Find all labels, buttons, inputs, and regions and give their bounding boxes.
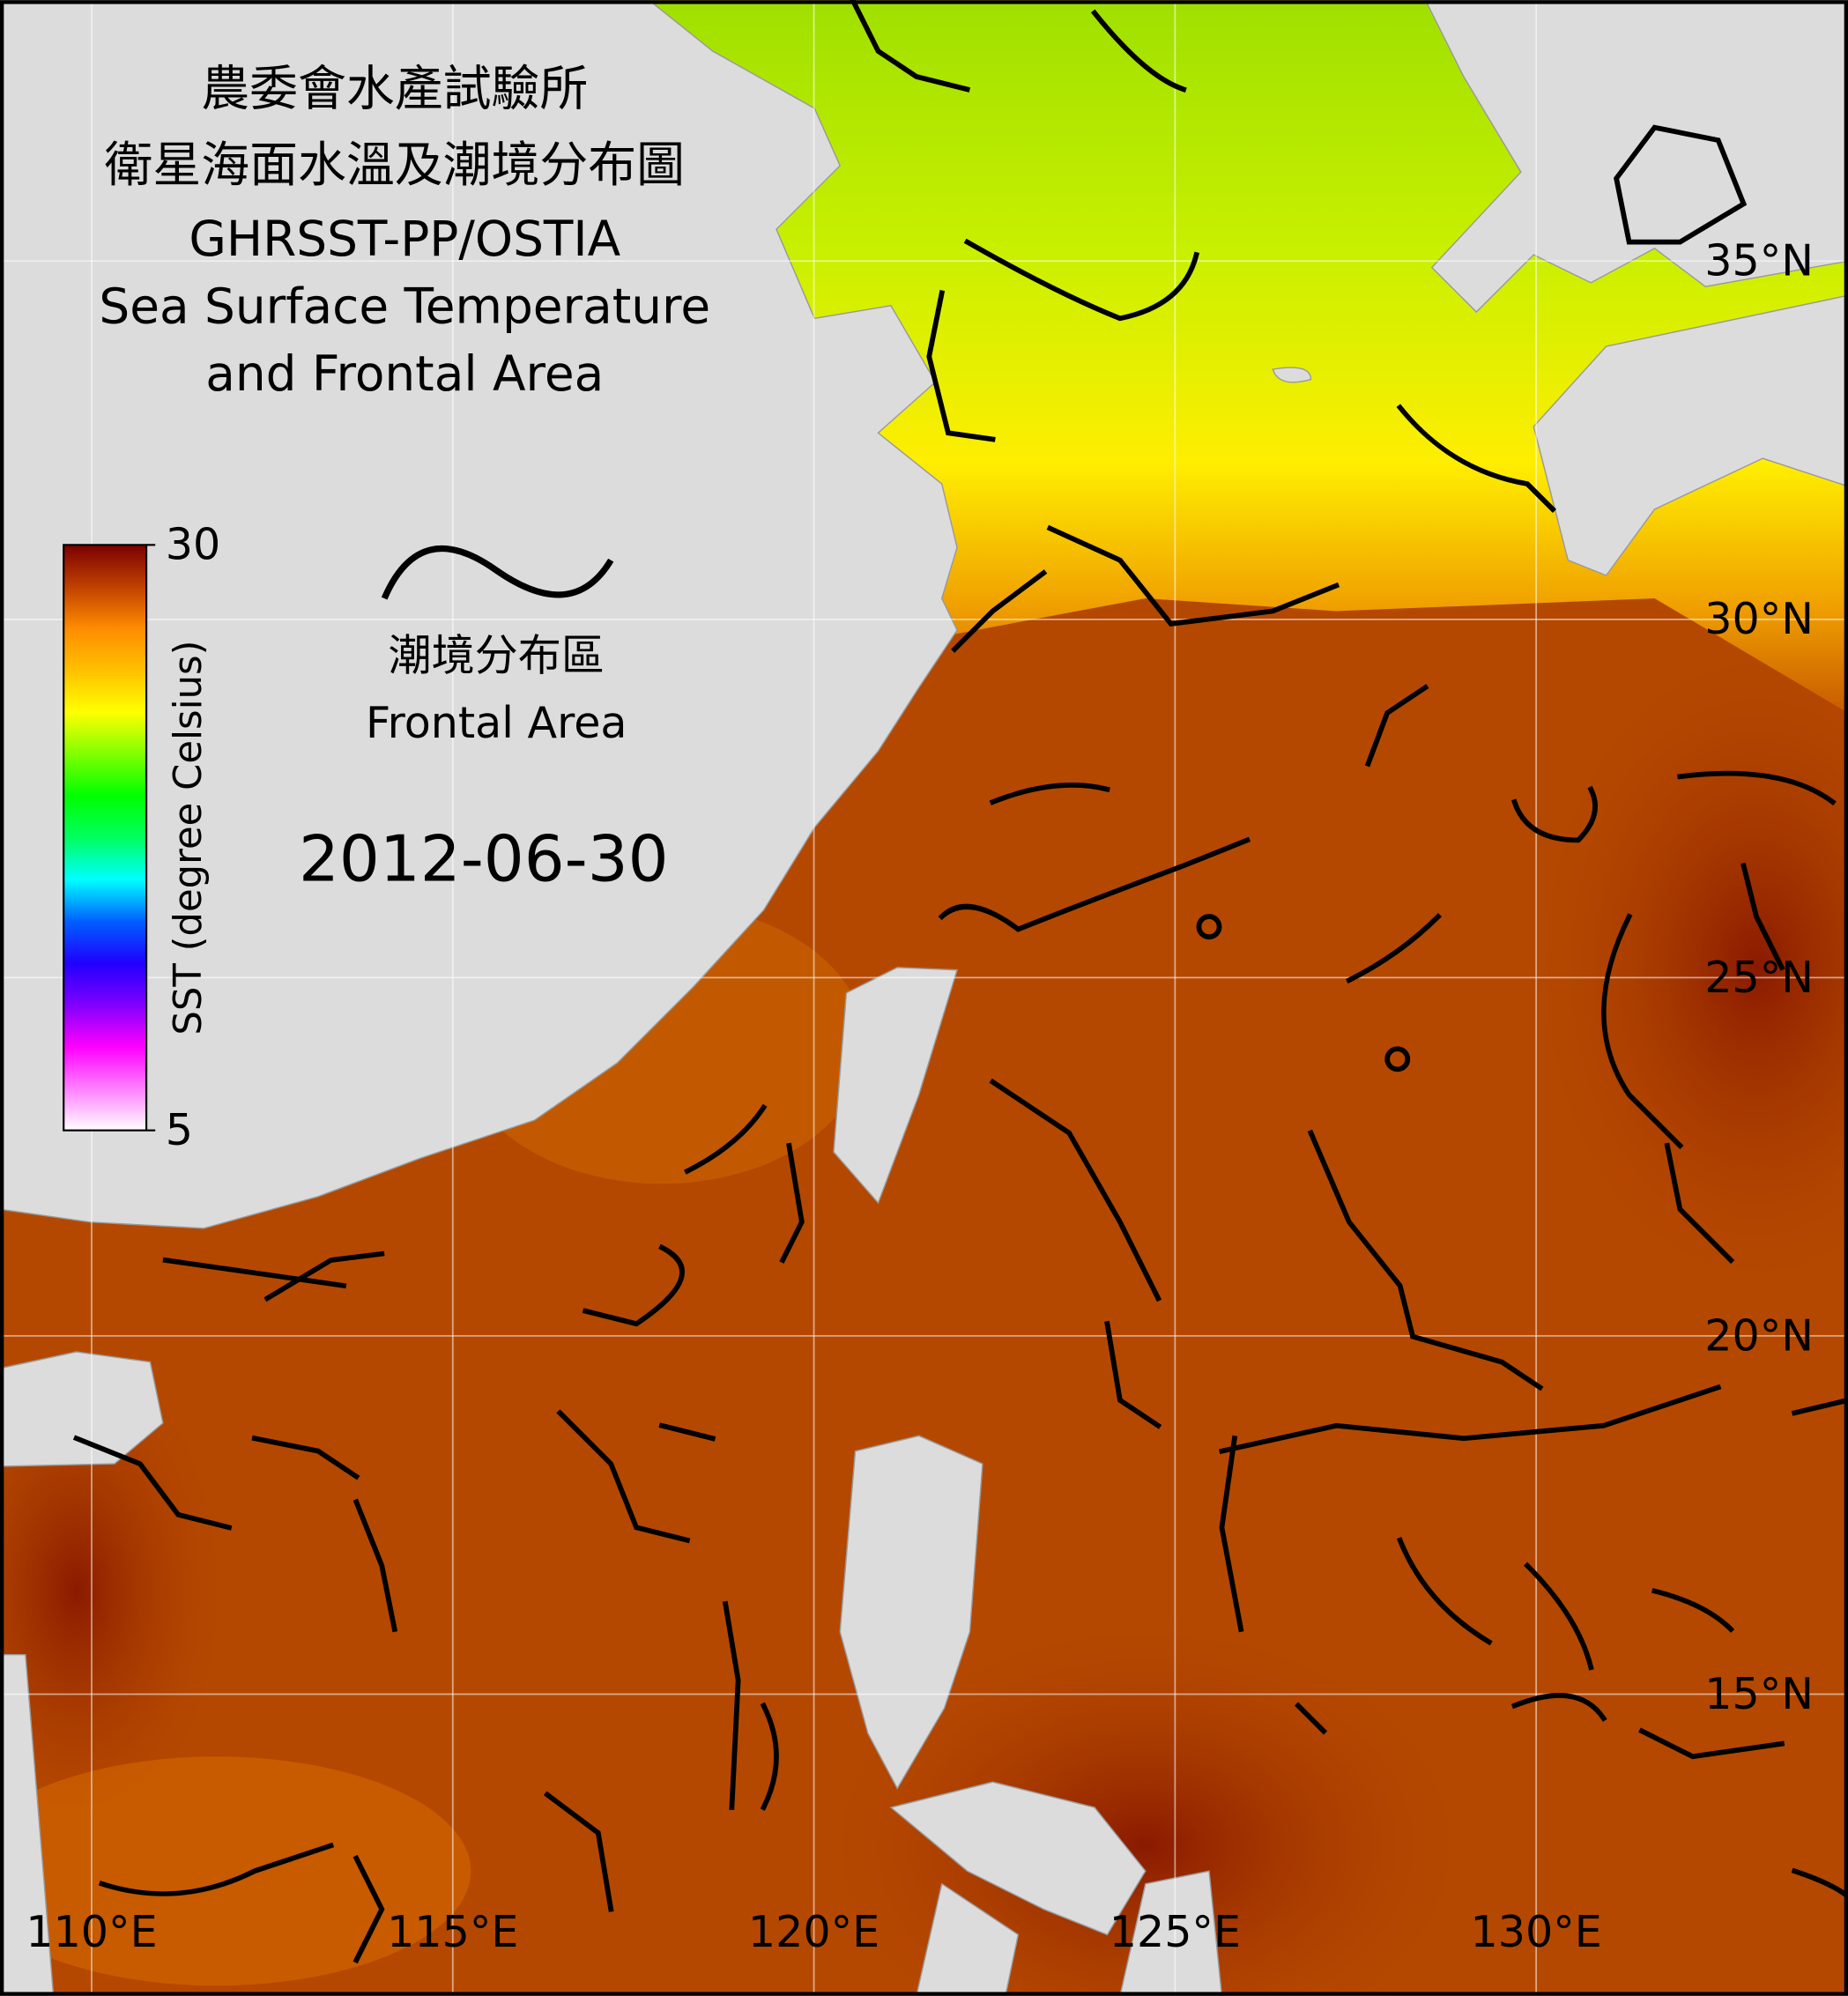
title-box: 農委會水產試驗所 衛星海面水溫及潮境分布圖 GHRSST-PP/OSTIA Se… <box>99 60 710 402</box>
longitude-label: 115°E <box>387 1906 518 1957</box>
latitude-label: 15°N <box>1704 1668 1814 1719</box>
fronts <box>72 0 1848 1964</box>
title-line: Sea Surface Temperature <box>99 278 710 334</box>
title-line: 衛星海面水溫及潮境分布圖 <box>104 137 685 193</box>
legend-label: Frontal Area <box>366 697 627 748</box>
legend-label: 潮境分布區 <box>389 629 605 680</box>
latitude-label: 30°N <box>1704 593 1814 644</box>
legend: 潮境分布區 Frontal Area <box>366 545 627 748</box>
colorbar-tick-label: 30 <box>166 519 220 570</box>
colorbar: SST (degree Celsius) 5 30 <box>63 519 220 1155</box>
colorbar-scale <box>63 544 148 1132</box>
longitude-label: 120°E <box>748 1906 879 1957</box>
colorbar-tick-label: 5 <box>166 1104 193 1155</box>
title-line: 農委會水產試驗所 <box>201 60 588 116</box>
colorbar-label: SST (degree Celsius) <box>167 640 211 1035</box>
latitude-label: 35°N <box>1704 235 1814 286</box>
title-line: and Frontal Area <box>205 345 604 402</box>
legend-symbol <box>381 545 614 600</box>
longitude-label: 130°E <box>1471 1906 1602 1957</box>
longitude-label: 125°E <box>1110 1906 1241 1957</box>
latitude-label: 20°N <box>1704 1310 1814 1361</box>
title-line: GHRSST-PP/OSTIA <box>189 211 620 267</box>
longitude-label: 110°E <box>26 1906 157 1957</box>
latitude-label: 25°N <box>1704 952 1814 1003</box>
date: 2012-06-30 <box>299 822 669 896</box>
